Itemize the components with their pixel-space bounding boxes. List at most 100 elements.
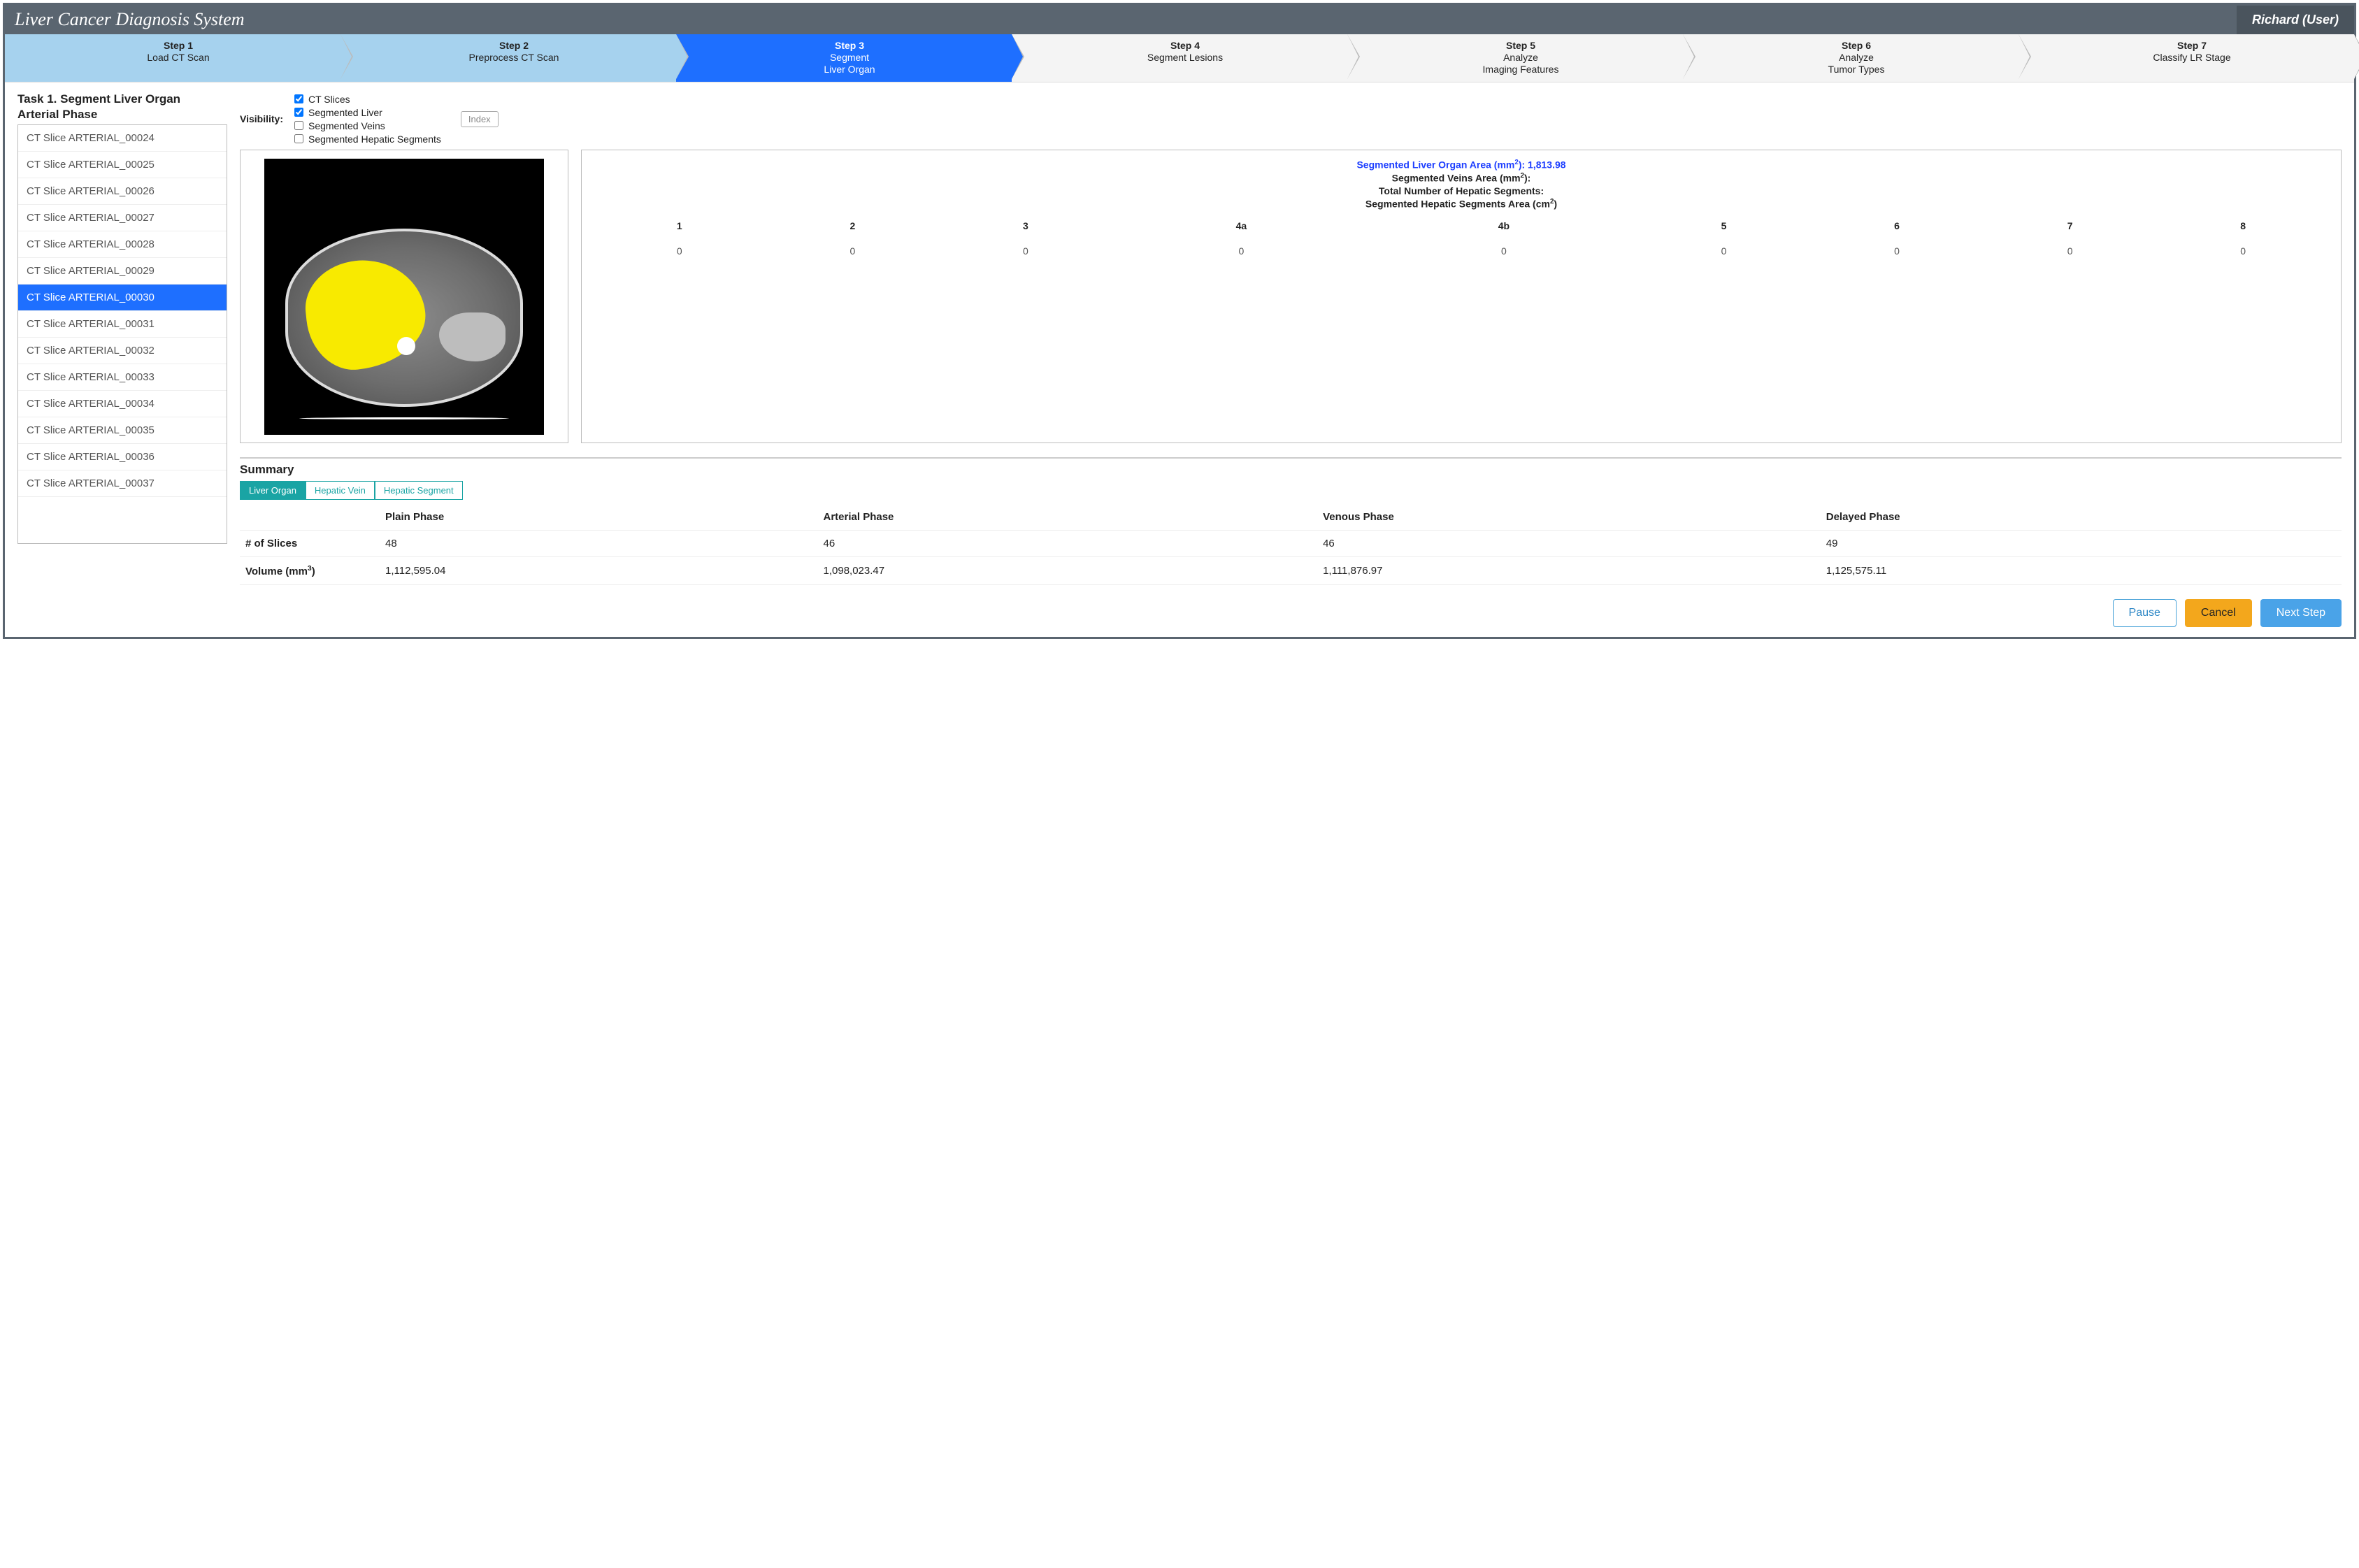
footer-actions: Pause Cancel Next Step [5, 594, 2354, 637]
segment-value: 0 [939, 236, 1112, 266]
slice-item[interactable]: CT Slice ARTERIAL_00036 [18, 444, 227, 470]
step-title: Step 4 [1026, 40, 1345, 52]
summary-cell: 49 [1821, 531, 2342, 557]
veins-area-line: Segmented Veins Area (mm2): [593, 172, 2330, 184]
visibility-option[interactable]: Segmented Hepatic Segments [292, 132, 441, 145]
summary-table: Plain PhaseArterial PhaseVenous PhaseDel… [240, 504, 2342, 585]
slice-item[interactable]: CT Slice ARTERIAL_00025 [18, 152, 227, 178]
hep-count-line: Total Number of Hepatic Segments: [593, 185, 2330, 196]
liver-area-line: Segmented Liver Organ Area (mm2): 1,813.… [593, 159, 2330, 171]
summary-tab[interactable]: Hepatic Vein [306, 481, 375, 500]
summary-tab[interactable]: Liver Organ [240, 481, 306, 500]
visibility-checkbox[interactable] [294, 121, 303, 130]
index-button[interactable]: Index [461, 111, 499, 127]
pause-button[interactable]: Pause [2113, 599, 2177, 627]
summary-block: Summary Liver OrganHepatic VeinHepatic S… [240, 457, 2342, 585]
slice-item[interactable]: CT Slice ARTERIAL_00037 [18, 470, 227, 497]
visibility-checkbox[interactable] [294, 94, 303, 103]
segment-value: 0 [593, 236, 766, 266]
segment-value: 0 [1370, 236, 1637, 266]
step-subtitle: Segment Lesions [1026, 52, 1345, 64]
visibility-option-label: Segmented Veins [308, 120, 385, 131]
summary-cell: 1,111,876.97 [1317, 557, 1821, 585]
ct-table-arc [299, 417, 509, 419]
summary-cell: 1,098,023.47 [818, 557, 1318, 585]
summary-cell: 46 [818, 531, 1318, 557]
left-column: Task 1. Segment Liver Organ Arterial Pha… [17, 92, 227, 585]
slice-item[interactable]: CT Slice ARTERIAL_00032 [18, 338, 227, 364]
step-title: Step 7 [2032, 40, 2351, 52]
visibility-option[interactable]: Segmented Liver [292, 106, 441, 119]
slice-item[interactable]: CT Slice ARTERIAL_00024 [18, 125, 227, 152]
step-4[interactable]: Step 4Segment Lesions [1012, 34, 1347, 82]
summary-title: Summary [240, 463, 2342, 477]
phase-heading: Arterial Phase [17, 108, 227, 122]
step-1[interactable]: Step 1Load CT Scan [5, 34, 340, 82]
slice-item[interactable]: CT Slice ARTERIAL_00030 [18, 285, 227, 311]
hep-area-suffix: ) [1554, 198, 1557, 209]
visibility-label: Visibility: [240, 113, 283, 124]
visibility-option-label: Segmented Liver [308, 107, 382, 118]
titlebar: Liver Cancer Diagnosis System Richard (U… [5, 5, 2354, 34]
summary-cell: 48 [380, 531, 818, 557]
segment-header: 7 [1984, 216, 2157, 236]
segment-value: 0 [2156, 236, 2330, 266]
segment-value: 0 [1984, 236, 2157, 266]
step-subtitle: Segment Liver Organ [690, 52, 1009, 75]
summary-cell: 1,125,575.11 [1821, 557, 2342, 585]
slice-item[interactable]: CT Slice ARTERIAL_00034 [18, 391, 227, 417]
step-wizard: Step 1Load CT ScanStep 2Preprocess CT Sc… [5, 34, 2354, 82]
slice-item[interactable]: CT Slice ARTERIAL_00033 [18, 364, 227, 391]
step-2[interactable]: Step 2Preprocess CT Scan [340, 34, 676, 82]
segment-header: 8 [2156, 216, 2330, 236]
segment-header: 4b [1370, 216, 1637, 236]
visibility-option-label: CT Slices [308, 94, 350, 105]
slice-list[interactable]: CT Slice ARTERIAL_00024CT Slice ARTERIAL… [17, 124, 227, 544]
slice-item[interactable]: CT Slice ARTERIAL_00027 [18, 205, 227, 231]
app-title: Liver Cancer Diagnosis System [5, 5, 254, 34]
summary-tab[interactable]: Hepatic Segment [375, 481, 463, 500]
right-column: Visibility: CT Slices Segmented Liver Se… [240, 92, 2342, 585]
ct-viewer-panel [240, 150, 568, 443]
cancel-button[interactable]: Cancel [2185, 599, 2252, 627]
step-title: Step 6 [1697, 40, 2016, 52]
visibility-row: Visibility: CT Slices Segmented Liver Se… [240, 92, 2342, 145]
liver-area-value: 1,813.98 [1528, 159, 1566, 171]
segment-header: 3 [939, 216, 1112, 236]
visibility-checkbox[interactable] [294, 108, 303, 117]
slice-item[interactable]: CT Slice ARTERIAL_00031 [18, 311, 227, 338]
segment-value: 0 [1112, 236, 1371, 266]
slice-item[interactable]: CT Slice ARTERIAL_00029 [18, 258, 227, 285]
summary-cell: 1,112,595.04 [380, 557, 818, 585]
slice-item[interactable]: CT Slice ARTERIAL_00035 [18, 417, 227, 444]
segment-table: 1234a4b5678 000000000 [593, 216, 2330, 266]
segment-value: 0 [1810, 236, 1984, 266]
veins-prefix: Segmented Veins Area (mm [1392, 173, 1521, 184]
step-title: Step 2 [354, 40, 673, 52]
user-badge: Richard (User) [2237, 6, 2354, 34]
step-subtitle: Preprocess CT Scan [354, 52, 673, 64]
visibility-option-label: Segmented Hepatic Segments [308, 134, 441, 145]
segment-value: 0 [1637, 236, 1811, 266]
slice-item[interactable]: CT Slice ARTERIAL_00028 [18, 231, 227, 258]
summary-col-header [240, 504, 380, 531]
summary-col-header: Plain Phase [380, 504, 818, 531]
step-6[interactable]: Step 6Analyze Tumor Types [1683, 34, 2019, 82]
step-subtitle: Analyze Tumor Types [1697, 52, 2016, 75]
visibility-checkbox[interactable] [294, 134, 303, 143]
step-3[interactable]: Step 3Segment Liver Organ [676, 34, 1012, 82]
summary-cell: 46 [1317, 531, 1821, 557]
visibility-option[interactable]: CT Slices [292, 92, 441, 106]
next-step-button[interactable]: Next Step [2260, 599, 2342, 627]
slice-item[interactable]: CT Slice ARTERIAL_00026 [18, 178, 227, 205]
step-5[interactable]: Step 5Analyze Imaging Features [1347, 34, 1683, 82]
ct-spine-dot [397, 337, 415, 355]
summary-tabs: Liver OrganHepatic VeinHepatic Segment [240, 481, 2342, 500]
segment-header: 4a [1112, 216, 1371, 236]
step-7[interactable]: Step 7Classify LR Stage [2019, 34, 2354, 82]
ct-image[interactable] [264, 159, 544, 435]
segment-value: 0 [766, 236, 940, 266]
visibility-option[interactable]: Segmented Veins [292, 119, 441, 132]
hep-area-line: Segmented Hepatic Segments Area (cm2) [593, 198, 2330, 210]
summary-col-header: Delayed Phase [1821, 504, 2342, 531]
